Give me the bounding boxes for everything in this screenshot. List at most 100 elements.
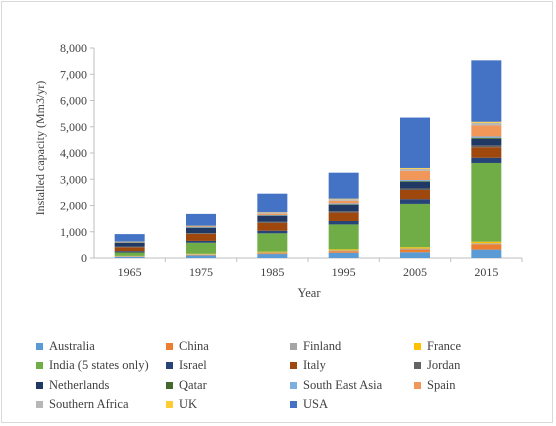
y-tick-label: 0 [81, 251, 87, 265]
legend-item: China [166, 338, 209, 354]
bar-segment-israel-1985 [257, 230, 288, 234]
bar-segment-israel-2015 [471, 157, 502, 163]
legend-item: USA [290, 397, 328, 413]
y-tick-label: 5,000 [60, 120, 87, 134]
legend-swatch [290, 362, 297, 369]
bar-segment-spain-1975 [186, 226, 216, 228]
bar-segment-southern-africa-2015 [471, 122, 502, 126]
bar-segment-jordan-2015 [471, 145, 502, 148]
legend-swatch [36, 342, 43, 350]
bar-segment-france-2015 [471, 241, 502, 244]
bar-segment-south-east-asia-1985 [257, 214, 288, 216]
bar-segment-italy-1985 [257, 222, 288, 231]
bar-segment-finland-1995 [328, 250, 359, 252]
bar-segment-netherlands-2015 [471, 138, 502, 146]
legend-label: Israel [179, 358, 207, 372]
bar-segment-india-5-states-only-2015 [471, 162, 502, 242]
bar-segment-france-1985 [257, 251, 288, 253]
bar-segment-india-5-states-only-1995 [328, 224, 359, 250]
bar-segment-israel-1995 [328, 220, 359, 225]
bar-segment-india-5-states-only-1965 [114, 252, 145, 256]
legend-label: Southern Africa [49, 397, 129, 411]
bar-segment-spain-2015 [471, 125, 502, 137]
legend-label: Spain [427, 377, 456, 392]
legend-label: Australia [49, 338, 95, 353]
bar-segment-usa-2015 [471, 60, 502, 122]
bar-segment-spain-1995 [328, 200, 359, 204]
y-tick-label: 3,000 [60, 172, 87, 186]
bar-segment-netherlands-2005 [400, 181, 430, 189]
legend-item: Australia [36, 338, 95, 354]
x-tick-label: 1975 [189, 265, 213, 279]
bar-segment-china-2005 [400, 249, 430, 253]
legend-item: Italy [290, 358, 326, 374]
bar-segment-france-1995 [328, 249, 359, 251]
bar-segment-netherlands-1965 [114, 242, 145, 247]
bar-segment-china-1975 [186, 254, 216, 256]
bar-segment-israel-1965 [114, 251, 145, 253]
y-tick-label: 4,000 [60, 146, 87, 160]
bar-segment-india-5-states-only-1985 [257, 233, 288, 252]
bar-segment-australia-1995 [328, 252, 359, 258]
bar-segment-usa-1985 [257, 193, 288, 213]
legend-label: South East Asia [303, 377, 383, 392]
bar-segment-netherlands-1995 [328, 204, 359, 212]
legend-label: China [179, 338, 209, 353]
bar-segment-china-1985 [257, 253, 288, 255]
legend-item: India (5 states only) [36, 358, 149, 374]
bar-segment-jordan-1975 [186, 233, 216, 234]
bar-segment-uk-2015 [471, 121, 502, 123]
bar-segment-finland-1985 [257, 252, 288, 254]
y-tick-label: 7,000 [60, 67, 87, 81]
bar-segment-southern-africa-1975 [186, 225, 216, 227]
legend-swatch [290, 401, 297, 408]
bar-segment-australia-2015 [471, 249, 502, 258]
bar-segment-usa-2005 [400, 117, 430, 168]
bar-segment-netherlands-1975 [186, 227, 216, 234]
y-tick-label: 8,000 [60, 41, 87, 55]
x-tick-label: 1985 [260, 265, 284, 279]
x-tick-label: 2005 [403, 265, 427, 279]
bar-segment-france-2005 [400, 247, 430, 249]
legend-swatch [36, 401, 43, 408]
legend-item: Finland [290, 338, 341, 354]
legend-swatch [290, 381, 297, 389]
bar-segment-finland-2015 [471, 243, 502, 245]
legend-item: UK [166, 397, 197, 413]
bar-segment-usa-1975 [186, 213, 216, 226]
legend-swatch [414, 362, 421, 369]
legend-label: Jordan [427, 358, 461, 372]
x-tick-label: 1965 [118, 265, 142, 279]
bar-segment-jordan-1985 [257, 221, 288, 223]
bar-segment-australia-1965 [114, 256, 145, 258]
legend-swatch [166, 381, 173, 389]
bar-segment-china-2015 [471, 244, 502, 250]
bar-segment-southern-africa-1985 [257, 212, 288, 214]
x-tick-label: 2015 [474, 265, 498, 279]
legend-label: Finland [303, 338, 342, 353]
legend-swatch [36, 381, 43, 389]
bars [114, 60, 502, 258]
bar-segment-jordan-2005 [400, 188, 430, 191]
legend-item: Israel [166, 358, 207, 374]
legend-label: India (5 states only) [49, 358, 149, 372]
legend-swatch [36, 362, 43, 369]
bar-segment-finland-2005 [400, 248, 430, 250]
bar-segment-netherlands-1985 [257, 215, 288, 222]
bar-segment-israel-2005 [400, 199, 430, 204]
bar-segment-israel-1975 [186, 240, 216, 243]
legend-label: France [427, 338, 462, 353]
bar-segment-south-east-asia-2005 [400, 180, 430, 182]
axes: 0 1,000 2,000 3,000 4,000 5,000 6,000 7,000 8,00… [60, 41, 523, 279]
bar-segment-italy-2015 [471, 147, 502, 158]
bar-segment-south-east-asia-2015 [471, 136, 502, 138]
bar-segment-usa-1995 [328, 172, 359, 199]
legend-item: France [414, 338, 461, 354]
legend-swatch [166, 401, 173, 408]
bar-segment-usa-1965 [114, 234, 145, 242]
legend-swatch [414, 381, 421, 389]
legend-item: Jordan [414, 358, 460, 374]
y-axis-label: Installed capacity (Mm3/yr) [33, 81, 47, 216]
bar-segment-italy-1975 [186, 233, 216, 241]
